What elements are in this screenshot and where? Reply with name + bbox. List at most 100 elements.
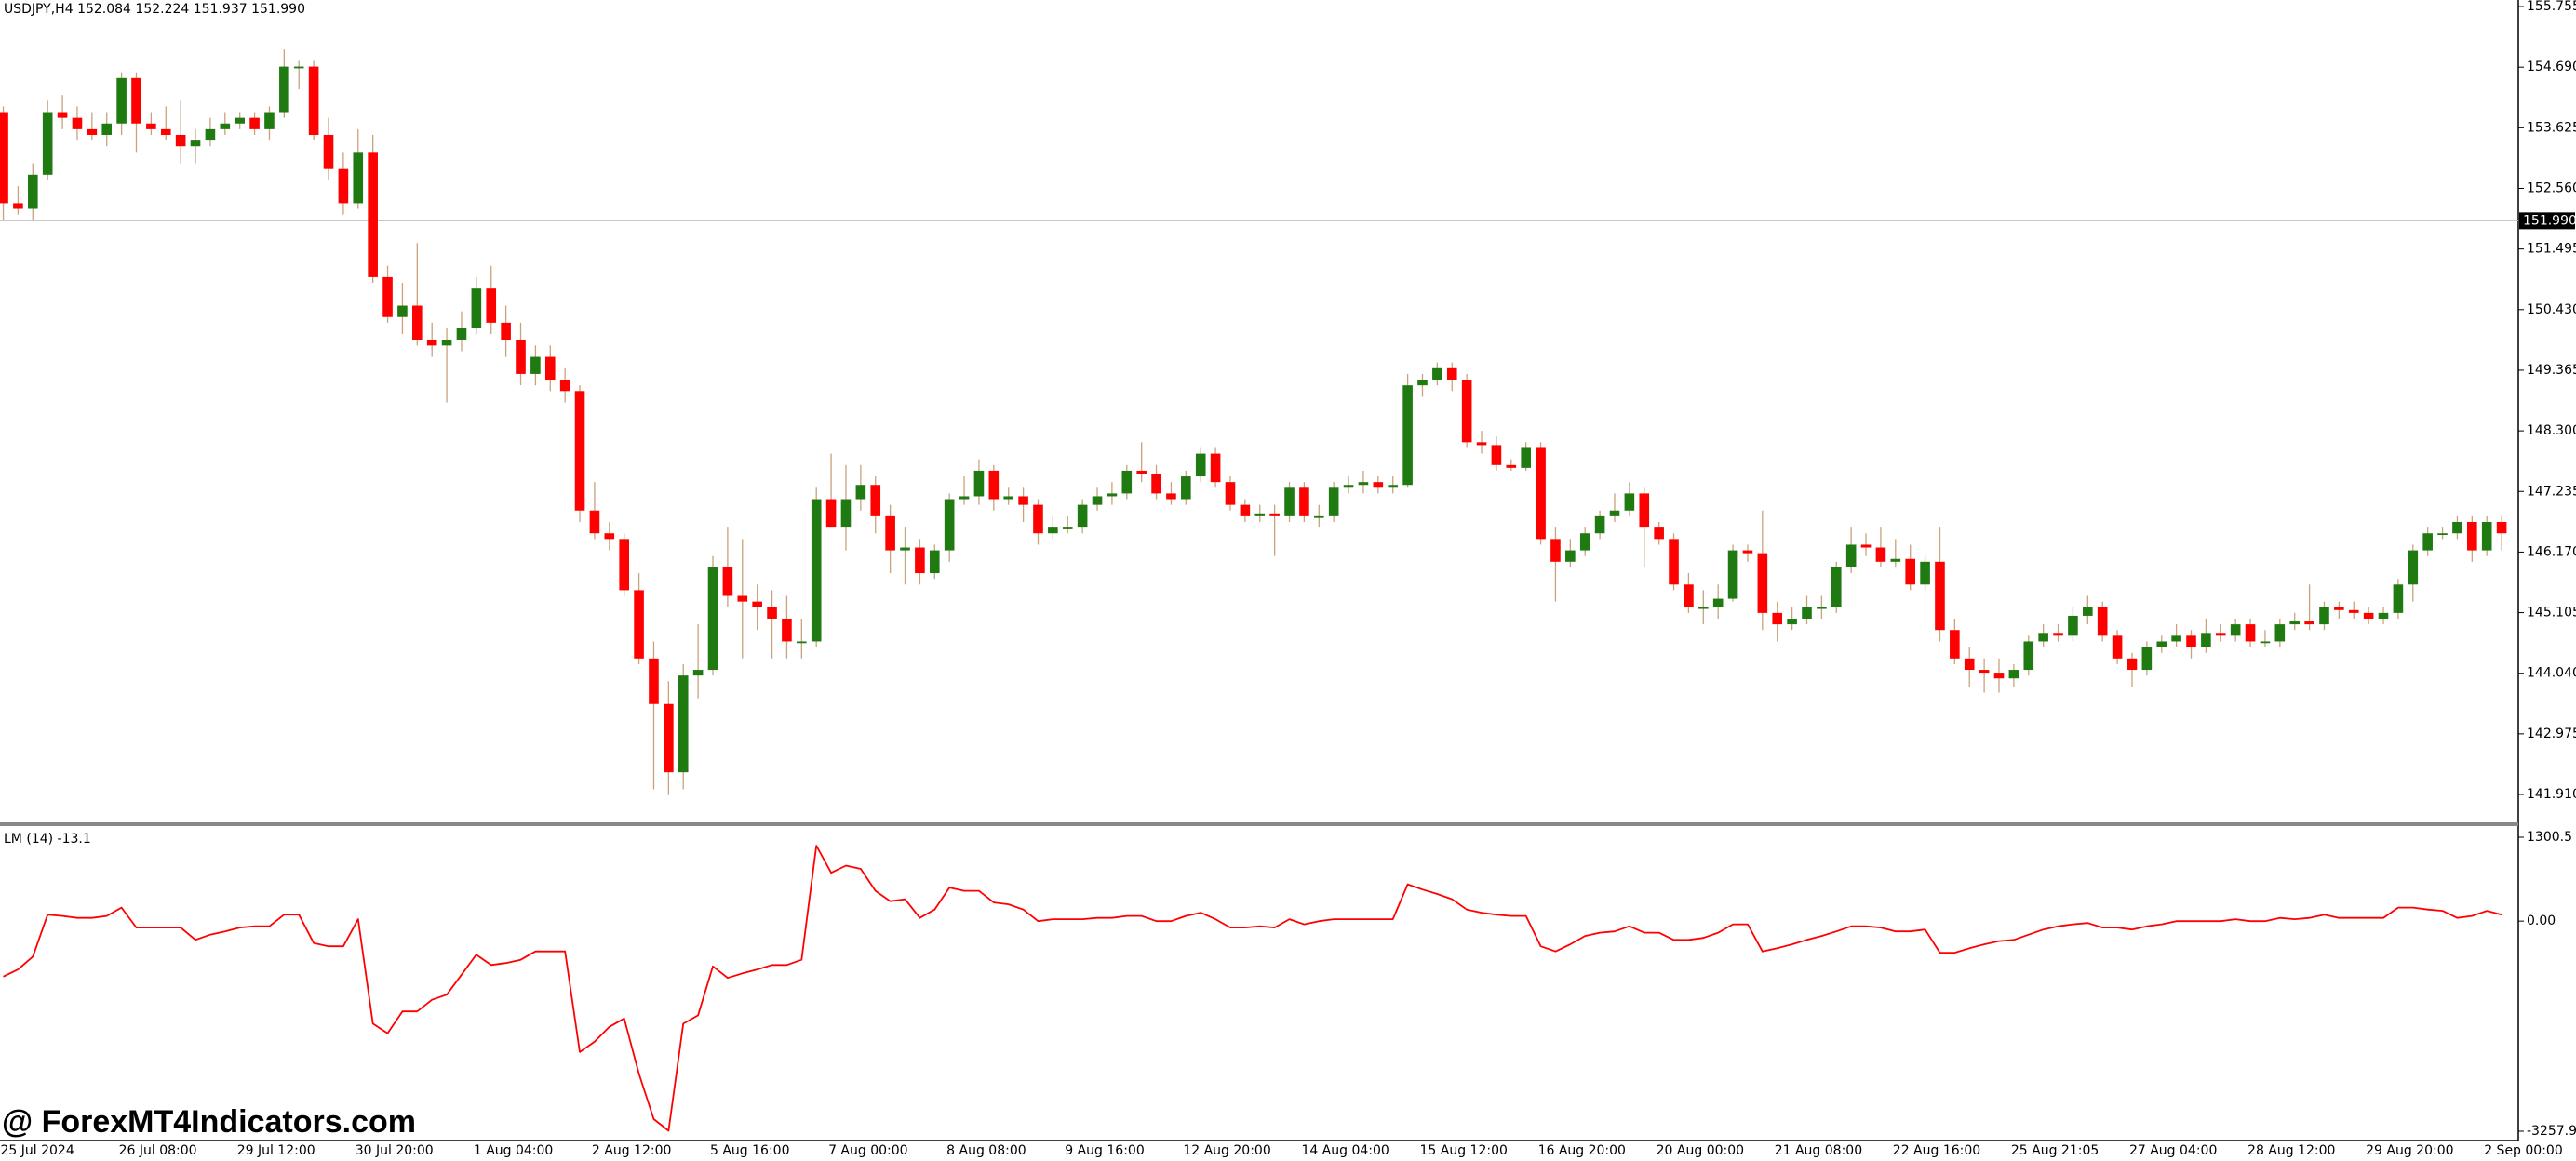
candle-body: [2260, 641, 2271, 644]
candle-body: [1565, 550, 1576, 562]
candle-body: [131, 77, 141, 124]
candle-body: [1772, 612, 1783, 625]
candle-body: [915, 547, 925, 574]
candle-body: [530, 356, 541, 374]
candle-body: [2171, 635, 2181, 642]
candle-body: [1521, 447, 1531, 468]
candle-body: [441, 340, 452, 346]
candle-body: [293, 66, 304, 69]
candle-body: [57, 112, 68, 118]
candle-body: [72, 117, 83, 129]
candle-body: [42, 112, 53, 175]
candle-body: [973, 470, 985, 497]
chart-title: USDJPY,H4 152.084 152.224 151.937 151.99…: [4, 2, 305, 17]
x-tick-label: 2 Aug 12:00: [592, 1143, 672, 1158]
candle-body: [2437, 533, 2448, 536]
candle-body: [516, 340, 526, 374]
candle-body: [2348, 609, 2359, 613]
y-tick-label: -3257.9: [2527, 1124, 2576, 1139]
candle-body: [1712, 598, 1724, 607]
candle-body: [1107, 493, 1118, 497]
candle-body: [1654, 527, 1664, 540]
y-tick-label: 147.235: [2527, 484, 2576, 499]
y-tick-label: 142.975: [2527, 727, 2576, 741]
candle-body: [2112, 635, 2123, 659]
current-price-box: [2519, 212, 2575, 230]
candle-body: [1935, 561, 1945, 631]
candle-body: [1048, 527, 1058, 534]
x-tick-label: 7 Aug 00:00: [828, 1143, 908, 1158]
candle-body: [368, 152, 378, 277]
y-tick-label: 146.170: [2527, 544, 2576, 559]
x-tick-label: 15 Aug 12:00: [1419, 1143, 1507, 1158]
candle-body: [1860, 544, 1872, 548]
candle-body: [2363, 612, 2374, 619]
candle-body: [1698, 607, 1709, 609]
candle-body: [1979, 670, 1990, 674]
candle-body: [1491, 445, 1502, 465]
x-tick-label: 30 Jul 20:00: [356, 1143, 434, 1158]
candle-body: [619, 539, 629, 591]
candle-body: [634, 590, 644, 659]
candle-body: [1787, 618, 1797, 625]
candle-body: [308, 66, 319, 135]
candle-body: [160, 128, 171, 135]
candle-body: [1062, 527, 1073, 529]
x-tick-label: 25 Jul 2024: [1, 1143, 74, 1158]
y-tick-label: 145.105: [2527, 606, 2576, 621]
x-tick-label: 9 Aug 16:00: [1065, 1143, 1145, 1158]
candle-body: [1343, 485, 1354, 488]
candle-body: [220, 123, 231, 129]
candle-body: [840, 499, 852, 528]
candle-body: [1092, 496, 1103, 505]
y-tick-label: 1300.5: [2527, 830, 2572, 845]
candle-body: [264, 112, 275, 129]
candle-body: [767, 607, 777, 619]
x-tick-label: 27 Aug 04:00: [2129, 1143, 2217, 1158]
candle-body: [2215, 633, 2226, 636]
candle-body: [2127, 658, 2138, 671]
candle-body: [2141, 647, 2153, 671]
candle-body: [1136, 470, 1147, 474]
candle-body: [707, 567, 718, 671]
x-tick-label: 25 Aug 21:05: [2011, 1143, 2099, 1158]
candle-body: [28, 174, 38, 209]
candle-body: [929, 550, 940, 574]
x-tick-label: 20 Aug 00:00: [1657, 1143, 1744, 1158]
candle-body: [544, 356, 556, 380]
candle-body: [797, 641, 807, 644]
y-tick-label: 154.690: [2527, 60, 2576, 74]
candle-body: [1210, 453, 1221, 483]
candle-body: [101, 123, 113, 135]
y-tick-label: 149.365: [2527, 363, 2576, 378]
candle-body: [737, 595, 748, 602]
candle-body: [1373, 482, 1384, 488]
candle-body: [1254, 513, 1266, 516]
candle-body: [2467, 521, 2477, 551]
candle-body: [1240, 504, 1251, 516]
candle-body: [559, 380, 570, 392]
candle-body: [1077, 504, 1088, 528]
candle-body: [1328, 487, 1339, 516]
candle-body: [1284, 487, 1295, 516]
candle-body: [1609, 510, 1620, 516]
candle-body: [1506, 464, 1517, 468]
candle-body: [1727, 550, 1738, 599]
candle-body: [1845, 544, 1857, 567]
candle-body: [722, 567, 733, 596]
candle-body: [190, 140, 201, 147]
y-tick-label: 148.300: [2527, 423, 2576, 438]
candle-body: [13, 203, 23, 209]
x-tick-label: 29 Aug 20:00: [2366, 1143, 2453, 1158]
candle-body: [1018, 496, 1028, 505]
x-tick-label: 28 Aug 12:00: [2247, 1143, 2335, 1158]
candle-body: [175, 134, 186, 147]
candle-body: [1417, 380, 1428, 386]
candle-body: [2186, 635, 2196, 647]
candle-body: [2393, 584, 2404, 613]
candle-body: [1121, 470, 1133, 494]
candle-body: [944, 499, 955, 551]
x-tick-label: 5 Aug 16:00: [710, 1143, 790, 1158]
candle-body: [1476, 442, 1487, 446]
x-tick-label: 16 Aug 20:00: [1538, 1143, 1626, 1158]
